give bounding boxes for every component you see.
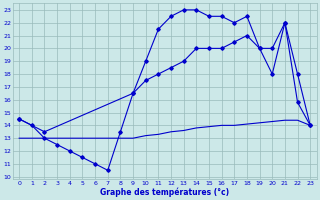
X-axis label: Graphe des températures (°c): Graphe des températures (°c) bbox=[100, 187, 229, 197]
